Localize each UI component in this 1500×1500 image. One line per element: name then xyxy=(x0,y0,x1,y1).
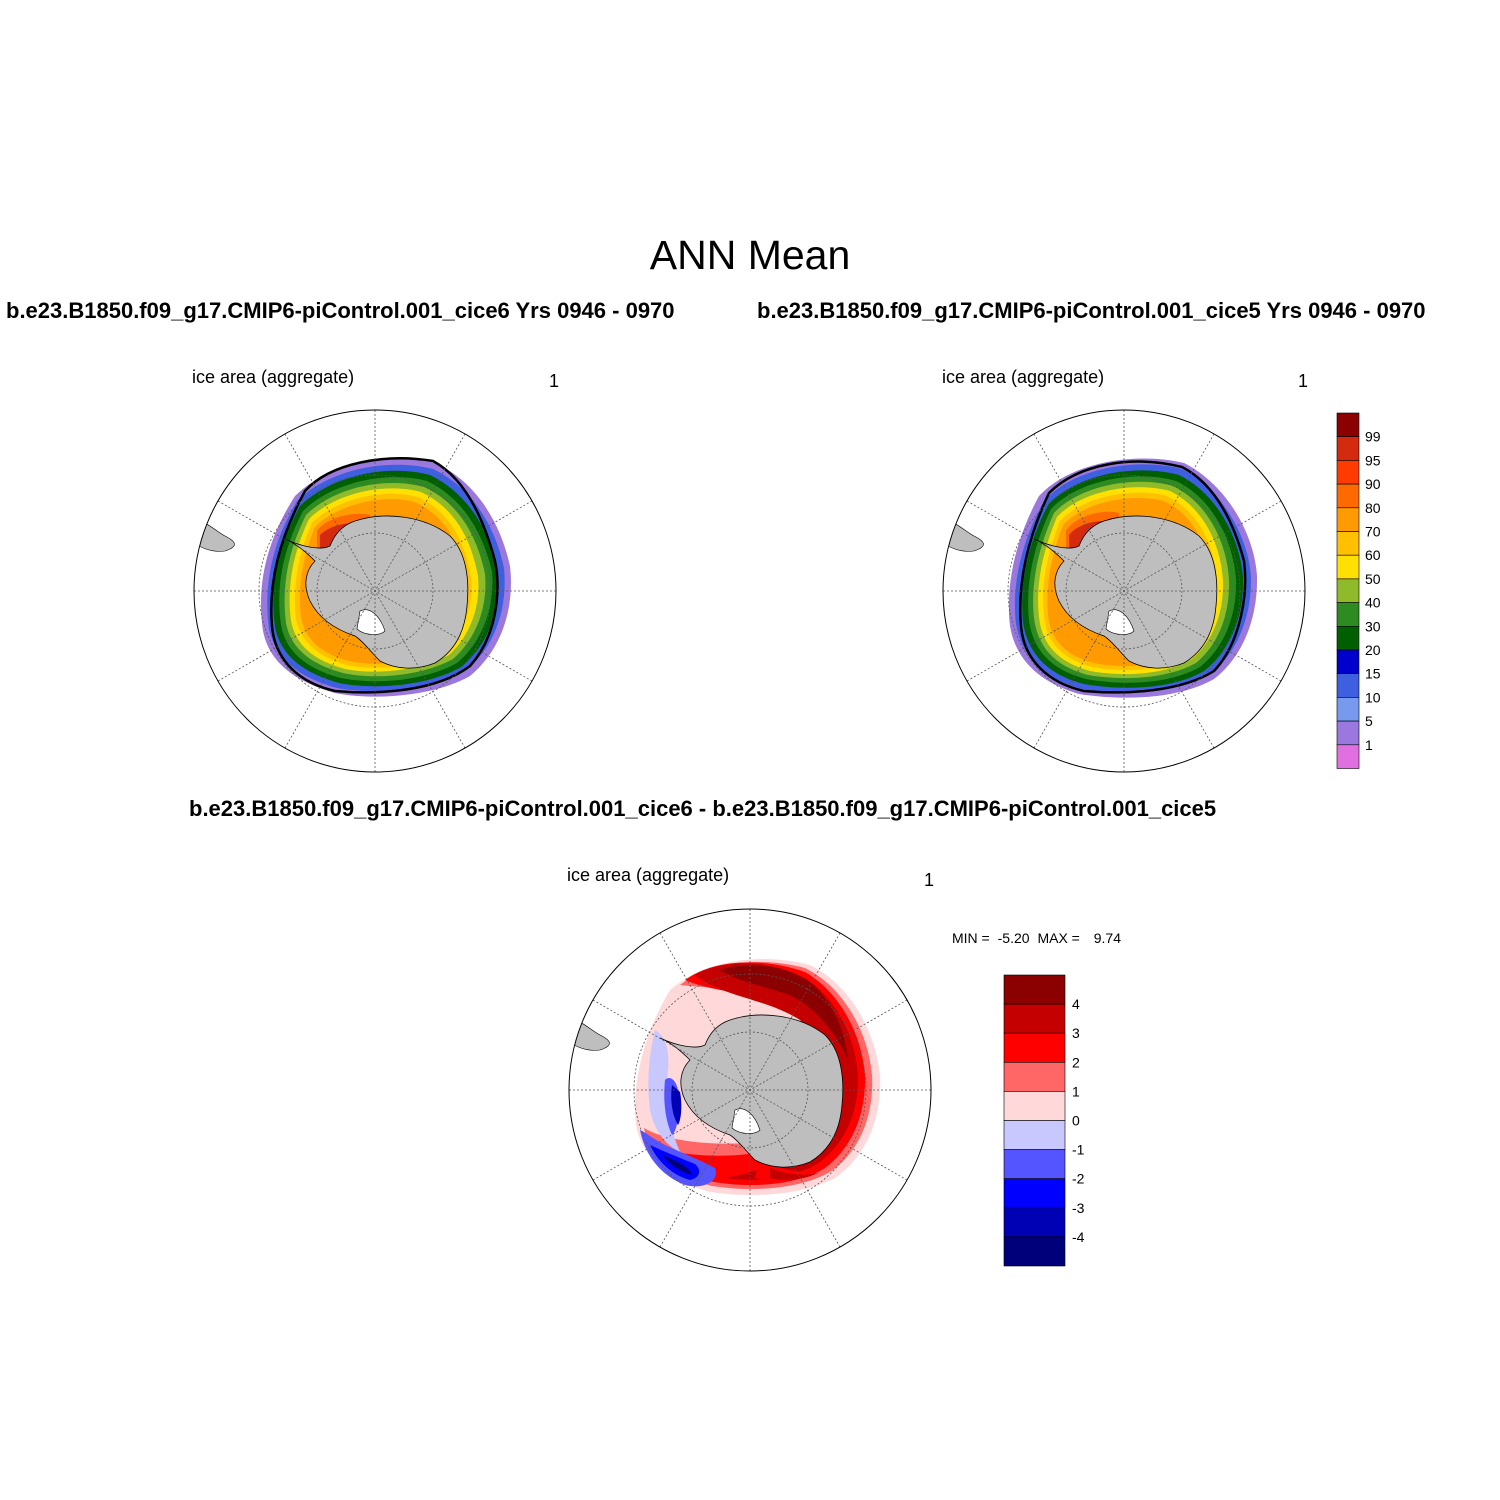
concentration-legend-label-1: 95 xyxy=(1365,452,1381,468)
max-label: MAX = xyxy=(1037,930,1080,946)
main-title: ANN Mean xyxy=(649,232,851,278)
concentration-legend-label-11: 10 xyxy=(1365,689,1381,705)
concentration-legend-swatch-5 xyxy=(1336,531,1360,556)
panel-3-title: b.e23.B1850.f09_g17.CMIP6-piControl.001_… xyxy=(189,796,1217,821)
map-difference xyxy=(568,908,932,1272)
max-value: 9.74 xyxy=(1093,930,1121,946)
concentration-legend-swatch-12 xyxy=(1336,697,1360,722)
map-cice6 xyxy=(193,409,557,773)
concentration-legend-label-12: 5 xyxy=(1365,713,1373,729)
difference-legend-label-3: 1 xyxy=(1072,1083,1080,1099)
minmax-readout: MIN = -5.20 MAX = 9.74 xyxy=(952,930,1121,946)
difference-legend-label-1: 3 xyxy=(1072,1025,1080,1041)
concentration-legend-label-10: 15 xyxy=(1365,666,1381,682)
panel-3-variable-label: ice area (aggregate) xyxy=(567,865,730,885)
concentration-legend-swatch-7 xyxy=(1336,578,1360,603)
concentration-legend-label-9: 20 xyxy=(1365,642,1381,658)
graticule xyxy=(569,909,931,1271)
concentration-legend-swatch-2 xyxy=(1336,460,1360,485)
difference-legend-label-2: 2 xyxy=(1072,1054,1080,1070)
concentration-legend-swatch-11 xyxy=(1336,673,1360,698)
panel-3-units-label: 1 xyxy=(924,870,935,890)
map-cice5 xyxy=(942,409,1306,773)
sea-ice-edge-contour xyxy=(270,457,499,694)
ice-shelf-gap xyxy=(1105,609,1135,635)
concentration-legend: 99 95 90 80 70 60 50 40 30 20 15 10 5 1 xyxy=(1336,412,1381,769)
difference-legend-swatch-1 xyxy=(1003,1003,1066,1034)
antarctica-land xyxy=(1033,515,1218,669)
concentration-legend-label-4: 70 xyxy=(1365,524,1381,540)
min-label: MIN = xyxy=(952,930,990,946)
concentration-legend-swatch-10 xyxy=(1336,649,1360,675)
difference-legend-swatch-5 xyxy=(1003,1120,1066,1150)
concentration-legend-label-6: 50 xyxy=(1365,571,1381,587)
concentration-legend-swatch-13 xyxy=(1336,720,1360,746)
difference-legend-label-5: -1 xyxy=(1072,1142,1085,1158)
difference-legend-swatch-2 xyxy=(1003,1032,1066,1063)
difference-legend-swatch-7 xyxy=(1003,1178,1066,1209)
concentration-legend-swatch-9 xyxy=(1336,626,1360,651)
graticule xyxy=(943,410,1305,772)
concentration-legend-label-3: 80 xyxy=(1365,500,1381,516)
concentration-legend-swatch-8 xyxy=(1336,602,1360,627)
difference-legend-swatch-3 xyxy=(1003,1062,1066,1092)
difference-legend-swatch-0 xyxy=(1003,974,1066,1005)
concentration-legend-label-5: 60 xyxy=(1365,547,1381,563)
concentration-legend-label-8: 30 xyxy=(1365,618,1381,634)
concentration-legend-swatch-4 xyxy=(1336,507,1360,532)
concentration-legend-label-13: 1 xyxy=(1365,737,1373,753)
panel-1-units-label: 1 xyxy=(549,371,560,391)
graticule xyxy=(194,410,556,772)
panel-2-title: b.e23.B1850.f09_g17.CMIP6-piControl.001_… xyxy=(757,298,1426,323)
difference-legend-swatch-9 xyxy=(1003,1236,1066,1267)
panel-2-units-label: 1 xyxy=(1298,371,1309,391)
concentration-legend-swatch-1 xyxy=(1336,436,1360,461)
antarctica-land xyxy=(284,515,469,669)
panel-1-variable-label: ice area (aggregate) xyxy=(192,367,355,387)
difference-legend-label-7: -3 xyxy=(1072,1200,1085,1216)
antarctica-land xyxy=(659,1014,844,1168)
difference-legend-swatch-4 xyxy=(1003,1091,1066,1121)
difference-legend-swatch-8 xyxy=(1003,1207,1066,1238)
concentration-legend-swatch-3 xyxy=(1336,483,1360,509)
concentration-legend-swatch-0 xyxy=(1336,412,1360,438)
concentration-legend-swatch-6 xyxy=(1336,554,1360,580)
concentration-legend-swatch-14 xyxy=(1336,744,1360,769)
sea-ice-edge-contour xyxy=(1019,460,1247,694)
difference-legend-label-4: 0 xyxy=(1072,1113,1080,1129)
panel-2-variable-label: ice area (aggregate) xyxy=(942,367,1105,387)
ice-shelf-gap xyxy=(731,1108,761,1134)
min-value: -5.20 xyxy=(997,930,1030,946)
difference-legend-label-6: -2 xyxy=(1072,1171,1085,1187)
difference-legend-swatch-6 xyxy=(1003,1149,1066,1180)
difference-legend-label-8: -4 xyxy=(1072,1229,1085,1245)
concentration-legend-label-0: 99 xyxy=(1365,429,1381,445)
concentration-legend-label-7: 40 xyxy=(1365,595,1381,611)
panel-1-title: b.e23.B1850.f09_g17.CMIP6-piControl.001_… xyxy=(6,298,675,323)
difference-legend: 4 3 2 1 0 -1 -2 -3 -4 xyxy=(1003,974,1085,1267)
difference-legend-label-0: 4 xyxy=(1072,996,1080,1012)
concentration-legend-label-2: 90 xyxy=(1365,476,1381,492)
ice-shelf-gap xyxy=(356,609,386,635)
